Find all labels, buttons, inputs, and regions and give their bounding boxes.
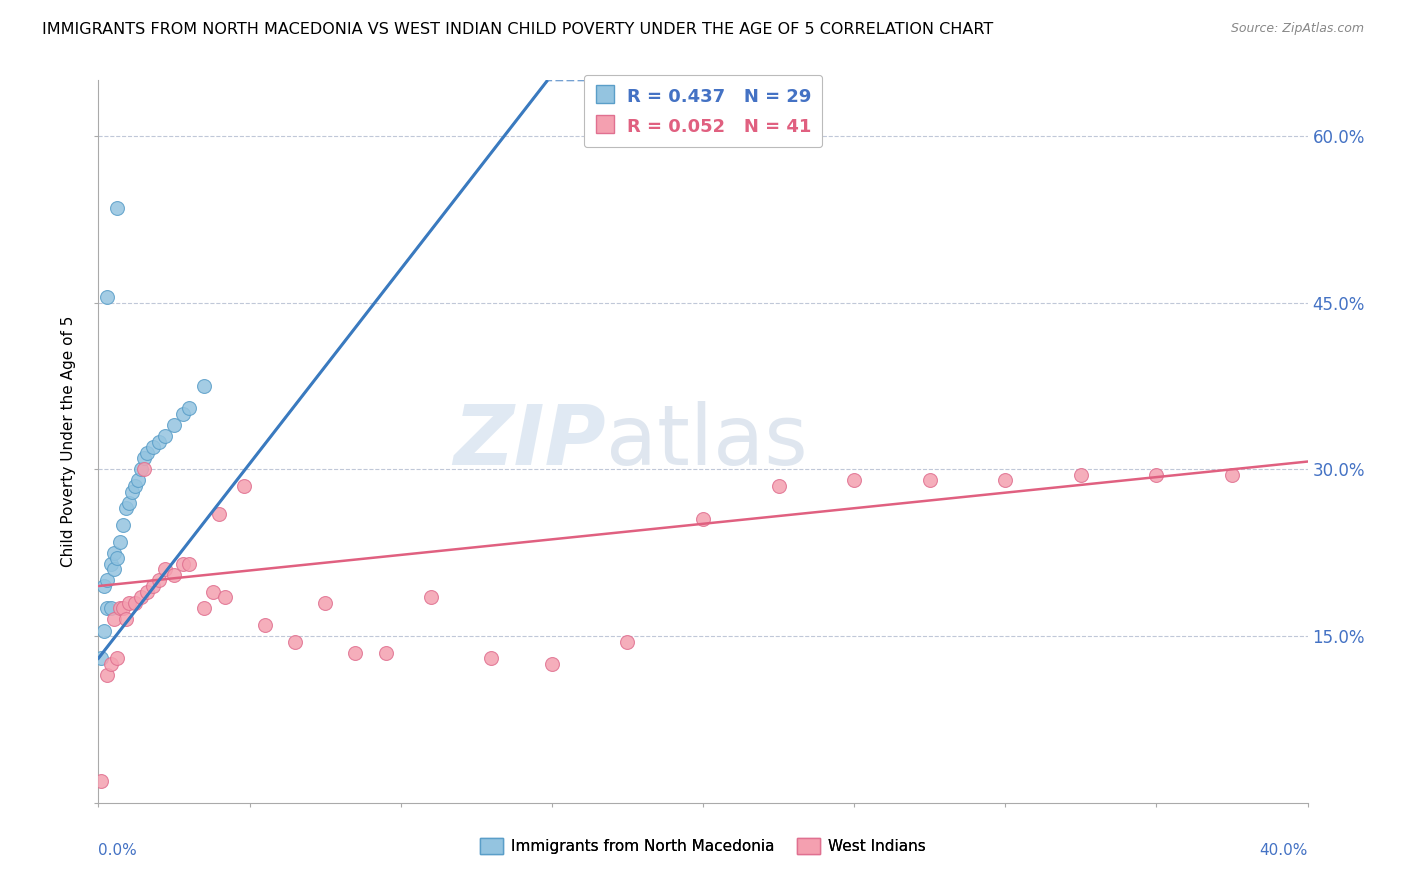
Point [481,651,503,665]
Point [232,479,254,493]
Point [96,574,118,588]
Point [103,562,125,576]
Point [111,517,134,532]
Point [214,590,236,604]
Point [90,773,112,788]
Point [1144,467,1167,482]
Point [540,657,562,671]
Text: ZIP: ZIP [454,401,606,482]
Point [114,612,136,626]
Point [142,440,165,454]
Point [96,668,118,682]
Point [124,479,146,493]
Y-axis label: Child Poverty Under the Age of 5: Child Poverty Under the Age of 5 [60,316,76,567]
Point [121,484,143,499]
Text: IMMIGRANTS FROM NORTH MACEDONIA VS WEST INDIAN CHILD POVERTY UNDER THE AGE OF 5 : IMMIGRANTS FROM NORTH MACEDONIA VS WEST … [42,22,994,37]
Point [172,407,194,421]
Point [1070,467,1092,482]
Point [142,579,165,593]
Point [208,507,231,521]
Point [193,379,215,393]
Point [172,557,194,571]
Point [118,496,141,510]
Point [163,568,186,582]
Point [153,429,176,443]
Point [179,401,201,416]
Point [994,474,1017,488]
Text: Source: ZipAtlas.com: Source: ZipAtlas.com [1230,22,1364,36]
Point [132,451,155,466]
Point [90,651,112,665]
Point [129,462,152,476]
Point [135,584,157,599]
Text: 40.0%: 40.0% [1260,843,1308,857]
Point [374,646,396,660]
Point [768,479,790,493]
Point [96,601,118,615]
Point [692,512,714,526]
Point [148,574,170,588]
Point [314,596,336,610]
Point [148,434,170,449]
Point [129,590,152,604]
Point [103,546,125,560]
Point [93,624,115,638]
Text: 0.0%: 0.0% [98,843,138,857]
Point [105,651,128,665]
Point [111,601,134,615]
Point [108,601,131,615]
Point [193,601,215,615]
Point [100,657,122,671]
Text: atlas: atlas [606,401,808,482]
Point [844,474,866,488]
Point [153,562,176,576]
Point [344,646,367,660]
Point [127,474,149,488]
Point [179,557,201,571]
Point [105,201,128,215]
Point [93,579,115,593]
Point [202,584,225,599]
Point [96,290,118,304]
Point [135,445,157,459]
Point [114,501,136,516]
Point [100,601,122,615]
Point [105,551,128,566]
Point [918,474,941,488]
Legend: Immigrants from North Macedonia, West Indians: Immigrants from North Macedonia, West In… [474,832,932,860]
Point [253,618,276,632]
Point [124,596,146,610]
Point [420,590,443,604]
Point [1220,467,1243,482]
Point [163,417,186,432]
Point [132,462,155,476]
Point [100,557,122,571]
Point [108,534,131,549]
Point [284,634,307,648]
Point [616,634,638,648]
Point [118,596,141,610]
Point [103,612,125,626]
